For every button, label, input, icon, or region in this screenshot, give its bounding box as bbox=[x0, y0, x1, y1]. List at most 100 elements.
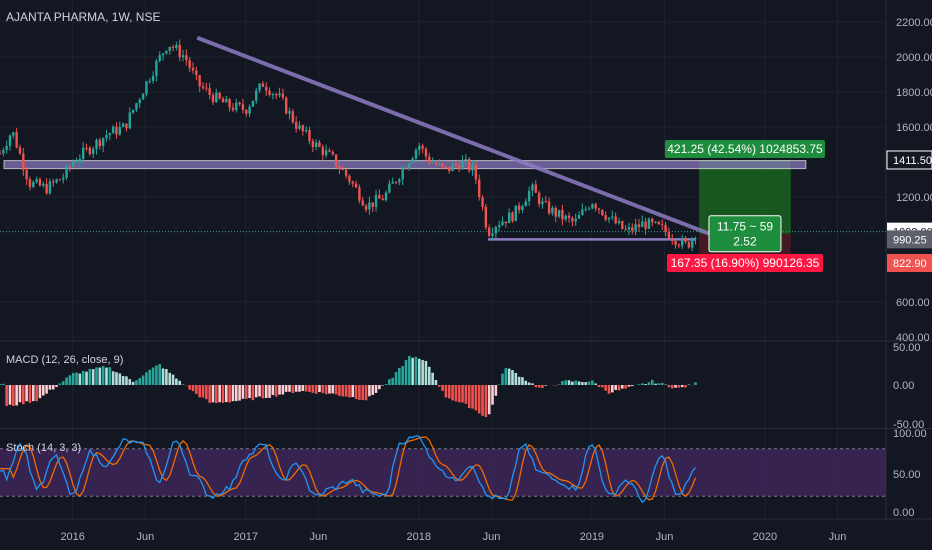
macd-bar bbox=[401, 366, 404, 385]
price-tick-label: 400.00 bbox=[896, 332, 930, 344]
macd-bar bbox=[494, 385, 498, 396]
candle-body bbox=[617, 220, 621, 224]
macd-bar bbox=[388, 379, 391, 385]
macd-bar bbox=[640, 383, 644, 385]
price-tag-label: 1411.50 bbox=[893, 155, 932, 167]
candle-body bbox=[607, 217, 611, 220]
candle-body bbox=[664, 225, 667, 233]
macd-bar bbox=[115, 372, 118, 385]
macd-bar bbox=[208, 385, 211, 403]
candle-body bbox=[517, 205, 521, 210]
candle-body bbox=[601, 209, 604, 216]
candle-body bbox=[531, 184, 534, 191]
candle-body bbox=[95, 139, 98, 149]
macd-bar bbox=[91, 369, 95, 385]
candle-body bbox=[341, 169, 344, 171]
candle-body bbox=[301, 125, 305, 132]
macd-bar bbox=[178, 380, 182, 385]
macd-bar bbox=[145, 372, 148, 385]
candle-body bbox=[681, 238, 684, 246]
macd-bar bbox=[471, 385, 474, 409]
candle-body bbox=[604, 215, 607, 220]
position-target-label: 421.25 (42.54%) 1024853.75 bbox=[667, 142, 823, 156]
macd-bar bbox=[398, 368, 401, 385]
candle-body bbox=[394, 181, 398, 183]
candle-body bbox=[597, 208, 601, 210]
macd-bar bbox=[191, 385, 195, 392]
macd-bar bbox=[291, 385, 295, 394]
time-tick-label: Jun bbox=[829, 531, 847, 543]
candle-body bbox=[521, 206, 524, 210]
macd-bar bbox=[477, 385, 481, 414]
macd-bar bbox=[604, 385, 607, 391]
candle-body bbox=[314, 142, 318, 147]
candle-body bbox=[231, 107, 235, 111]
macd-bar bbox=[368, 385, 371, 397]
macd-bar bbox=[88, 368, 92, 385]
candle-body bbox=[358, 187, 361, 201]
macd-bar bbox=[544, 385, 548, 386]
macd-bar bbox=[504, 368, 508, 385]
candle-body bbox=[611, 216, 614, 218]
macd-bar bbox=[607, 385, 611, 394]
macd-bar bbox=[341, 385, 345, 397]
macd-bar bbox=[175, 378, 178, 385]
macd-bar bbox=[531, 383, 534, 385]
price-tick-label: 1600.00 bbox=[896, 122, 932, 134]
candle-body bbox=[245, 109, 248, 114]
macd-bar bbox=[28, 385, 32, 403]
macd-bar bbox=[511, 370, 514, 385]
macd-bar bbox=[627, 385, 631, 387]
macd-bar bbox=[451, 385, 454, 401]
candle-body bbox=[235, 102, 238, 111]
candle-body bbox=[614, 216, 617, 224]
macd-bar bbox=[51, 385, 55, 390]
candle-body bbox=[671, 239, 674, 241]
candle-body bbox=[178, 44, 181, 58]
candle-body bbox=[201, 86, 205, 88]
macd-bar bbox=[131, 381, 135, 385]
macd-bar bbox=[657, 383, 661, 385]
candle-body bbox=[690, 238, 694, 248]
candle-body bbox=[225, 99, 228, 103]
resistance-line[interactable] bbox=[3, 160, 807, 170]
macd-bar bbox=[31, 385, 35, 402]
candle-body bbox=[131, 109, 135, 113]
macd-bar bbox=[261, 385, 265, 399]
stoch-label: Stoch (14, 3, 3) bbox=[6, 442, 82, 454]
candle-body bbox=[141, 94, 145, 100]
macd-bar bbox=[414, 356, 418, 385]
macd-bar bbox=[148, 369, 152, 385]
candle-body bbox=[55, 179, 58, 183]
candle-body bbox=[168, 46, 171, 51]
time-tick-label: 2019 bbox=[580, 531, 604, 543]
macd-bar bbox=[268, 385, 271, 398]
position-center-label: 2.52 bbox=[733, 235, 757, 249]
macd-bar bbox=[334, 385, 338, 395]
macd-bar bbox=[244, 385, 248, 400]
candle-body bbox=[311, 140, 315, 147]
macd-bar bbox=[467, 385, 471, 409]
candle-body bbox=[218, 92, 221, 99]
candle-body bbox=[68, 166, 72, 168]
trendline-upper[interactable] bbox=[196, 35, 711, 236]
macd-bar bbox=[670, 385, 674, 389]
candle-body bbox=[641, 221, 644, 227]
macd-bar bbox=[630, 385, 634, 386]
candle-body bbox=[75, 162, 78, 164]
macd-bar bbox=[351, 385, 355, 398]
macd-bar bbox=[158, 364, 162, 385]
price-tick-label: 2200.00 bbox=[896, 17, 932, 29]
candle-body bbox=[148, 80, 151, 82]
candle-body bbox=[205, 87, 208, 89]
macd-bar bbox=[358, 385, 361, 400]
candle-body bbox=[537, 192, 541, 205]
price-tag bbox=[887, 253, 932, 272]
macd-bar bbox=[301, 385, 305, 392]
macd-bar bbox=[621, 385, 624, 389]
candle-body bbox=[318, 142, 321, 147]
candle-body bbox=[158, 55, 161, 61]
macd-bar bbox=[404, 360, 408, 385]
candle-body bbox=[101, 138, 105, 147]
